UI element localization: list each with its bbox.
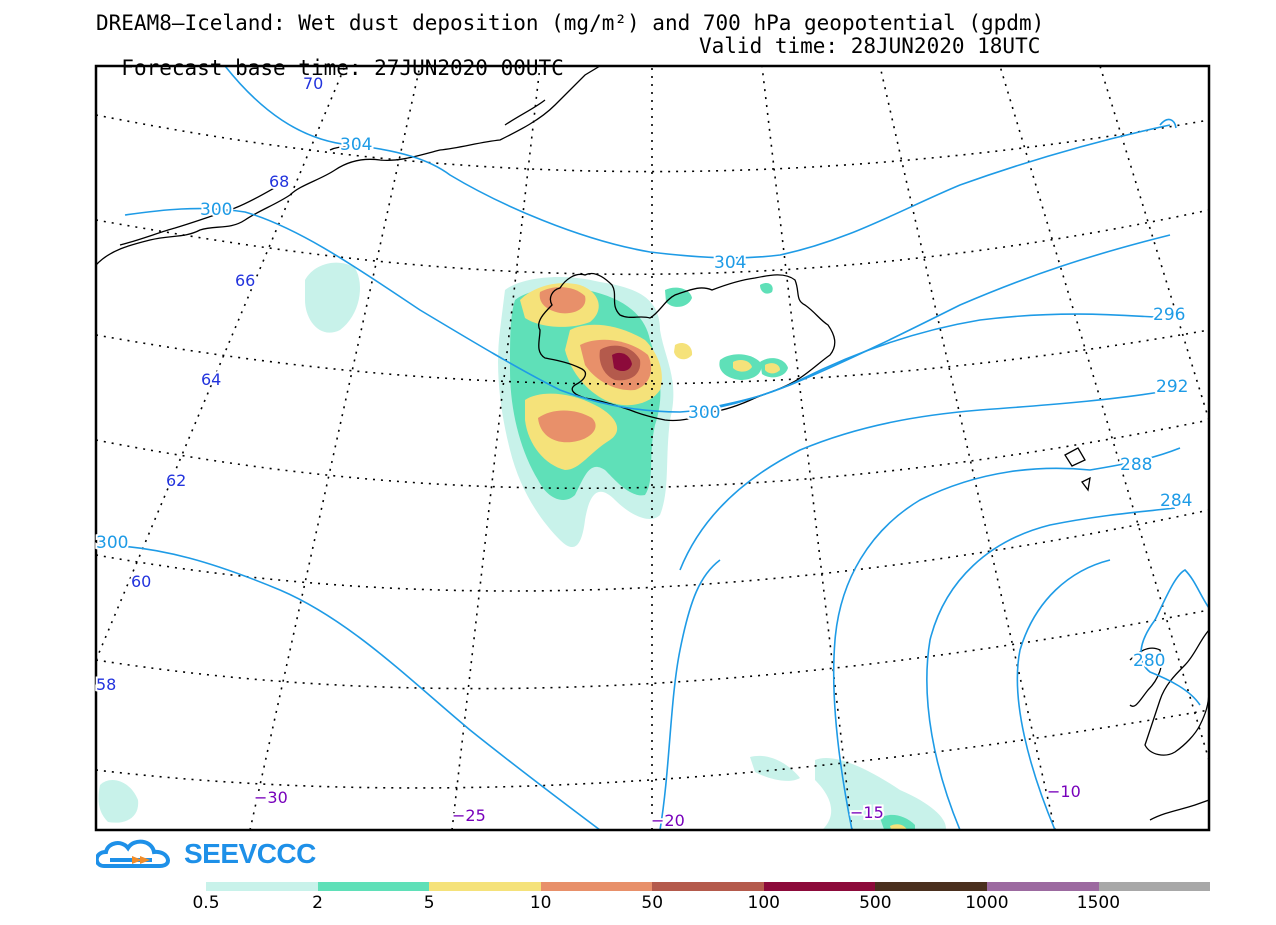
meridian-10	[879, 66, 1056, 830]
lon-label-25: −25	[452, 806, 486, 825]
graticule	[96, 66, 1209, 830]
colorbar-label: 5	[423, 893, 435, 913]
lat-label-64: 64	[201, 370, 221, 389]
dust-n-blob	[665, 287, 692, 307]
map-frame	[94, 64, 1211, 832]
colorbar-label: 2	[312, 893, 323, 913]
colorbar-segment	[763, 882, 876, 891]
contour-label: 280	[1133, 651, 1165, 671]
lon-label-30: −30	[254, 788, 288, 807]
shetland	[1129, 647, 1163, 707]
contour-loop-se	[659, 559, 721, 830]
parallel-60	[96, 509, 1209, 592]
dust-ne-blob-y	[733, 359, 752, 372]
colorbar-label: 50	[641, 893, 664, 913]
norway-coast	[1144, 629, 1209, 756]
colorbar-segment	[986, 882, 1099, 891]
parallel-64	[96, 329, 1209, 385]
contour-label: 300	[200, 200, 232, 220]
contour-280	[1016, 559, 1111, 830]
colorbar-segment	[206, 882, 318, 891]
contour-300-center	[124, 207, 1171, 413]
colorbar-labels: 0.5 2 5 10 50 100 500 1000 1500	[0, 893, 1276, 913]
parallel-62	[96, 419, 1209, 490]
colorbar-label: 1000	[965, 893, 1009, 913]
colorbar-label: 1500	[1076, 893, 1121, 913]
map-subtitle: Forecast base time: 27JUN2020 00UTC Vali…	[96, 35, 1040, 101]
contour-label: 304	[340, 135, 372, 155]
colorbar-segment	[540, 882, 653, 891]
contour-292	[679, 391, 1161, 571]
lon-label-10: −10	[1047, 782, 1081, 801]
colorbar-segment	[875, 882, 987, 891]
dust-plume-10	[538, 410, 596, 443]
lon-label-15: −15	[850, 803, 884, 822]
colorbar-label: 10	[529, 893, 552, 913]
dust-e-blob-y	[765, 363, 780, 374]
dust-n-blob2	[674, 343, 693, 360]
dust-patch-west	[305, 262, 360, 333]
greenland-coast	[96, 66, 601, 266]
lat-label-68: 68	[269, 172, 289, 191]
faroe-islands	[1064, 447, 1091, 492]
lat-label-60: 60	[131, 572, 151, 591]
contour-label: 288	[1120, 455, 1152, 475]
colorbar	[206, 882, 1211, 891]
contour-284	[926, 507, 1176, 830]
meridian-0	[1099, 66, 1209, 421]
logo-text: SEEVCCC	[184, 838, 316, 869]
contour-label: 304	[714, 253, 746, 273]
contour-label: 300	[96, 533, 128, 553]
dust-patch-sw	[98, 780, 139, 823]
contour-label: 292	[1156, 377, 1188, 397]
colorbar-label: 500	[859, 893, 892, 913]
colorbar-label: 100	[747, 893, 780, 913]
parallel-66	[96, 209, 1209, 276]
meridian-35	[96, 66, 346, 661]
dust-patch-se2	[750, 755, 800, 781]
contour-288	[832, 447, 1181, 830]
colorbar-segment	[317, 882, 430, 891]
valid-time: Valid time: 28JUN2020 18UTC	[699, 34, 1041, 58]
dust-se-yellow	[880, 814, 915, 830]
lon-label-20: −20	[651, 811, 685, 830]
dust-se-yellow2	[890, 824, 908, 830]
contour-label: 296	[1153, 305, 1185, 325]
contour-304-top	[224, 66, 1171, 259]
contour-label: 300	[688, 403, 720, 423]
lat-label-62: 62	[166, 471, 186, 490]
lat-label-58: 58	[96, 675, 116, 694]
lat-label-70: 70	[303, 74, 323, 93]
geopotential-contours	[96, 66, 1209, 830]
meridian-25	[451, 66, 541, 830]
contour-296	[689, 313, 1171, 413]
contour-280b	[1140, 569, 1209, 706]
scotland-coast	[1149, 799, 1209, 821]
lat-label-66: 66	[235, 271, 255, 290]
parallel-68	[96, 114, 1209, 173]
map-title: DREAM8—Iceland: Wet dust deposition (mg/…	[96, 11, 1045, 35]
colorbar-segment	[652, 882, 764, 891]
colorbar-label: 0.5	[192, 893, 220, 913]
dust-deposition-field	[98, 262, 946, 830]
colorbar-segment	[429, 882, 541, 891]
colorbar-segment	[1098, 882, 1211, 891]
contour-300-bottom	[96, 544, 601, 830]
dust-core-100	[612, 352, 632, 372]
meridian-5	[999, 66, 1209, 761]
greenland-coast-inner	[119, 99, 546, 246]
contour-label: 284	[1160, 491, 1192, 511]
parallel-70	[96, 66, 103, 67]
cloud-logo-icon	[94, 839, 170, 868]
dust-patch-ne	[760, 282, 773, 294]
forecast-base-time: Forecast base time: 27JUN2020 00UTC	[121, 56, 564, 80]
contour-304-ne	[1159, 118, 1177, 129]
seevccc-logo: SEEVCCC	[94, 836, 316, 872]
